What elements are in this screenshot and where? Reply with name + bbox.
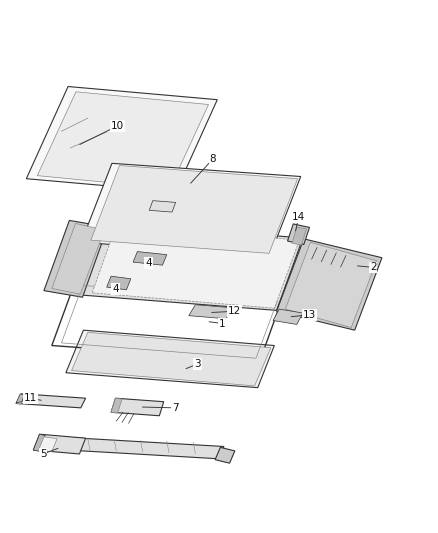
Polygon shape (71, 333, 270, 386)
Text: 11: 11 (24, 393, 37, 403)
Polygon shape (91, 166, 297, 253)
Polygon shape (149, 200, 175, 212)
Polygon shape (33, 434, 85, 454)
Polygon shape (17, 394, 85, 408)
Text: 13: 13 (303, 310, 316, 320)
Polygon shape (66, 330, 274, 387)
Polygon shape (111, 398, 122, 413)
Polygon shape (215, 447, 234, 463)
Text: 3: 3 (194, 359, 201, 369)
Text: 5: 5 (39, 449, 46, 459)
Polygon shape (33, 434, 45, 451)
Polygon shape (285, 243, 376, 327)
Polygon shape (44, 221, 107, 297)
Polygon shape (81, 163, 300, 255)
Polygon shape (291, 227, 306, 245)
Text: 4: 4 (112, 284, 119, 294)
Polygon shape (287, 224, 309, 245)
Polygon shape (272, 309, 302, 325)
Polygon shape (26, 86, 217, 192)
Polygon shape (67, 438, 223, 459)
Polygon shape (16, 394, 24, 403)
Text: 12: 12 (228, 306, 241, 316)
Polygon shape (188, 305, 232, 319)
Polygon shape (39, 437, 57, 452)
Text: 8: 8 (209, 154, 216, 164)
Text: 4: 4 (145, 258, 152, 268)
Polygon shape (17, 394, 25, 405)
Polygon shape (92, 225, 299, 308)
Polygon shape (111, 398, 163, 416)
Text: 7: 7 (172, 403, 179, 413)
Text: 14: 14 (291, 212, 304, 222)
Text: 2: 2 (369, 262, 376, 272)
Polygon shape (106, 276, 131, 290)
Polygon shape (133, 252, 166, 265)
Polygon shape (81, 223, 302, 310)
Polygon shape (52, 223, 104, 294)
Text: 10: 10 (110, 121, 124, 131)
Text: 1: 1 (219, 319, 226, 328)
Polygon shape (276, 239, 381, 330)
Polygon shape (37, 92, 208, 188)
